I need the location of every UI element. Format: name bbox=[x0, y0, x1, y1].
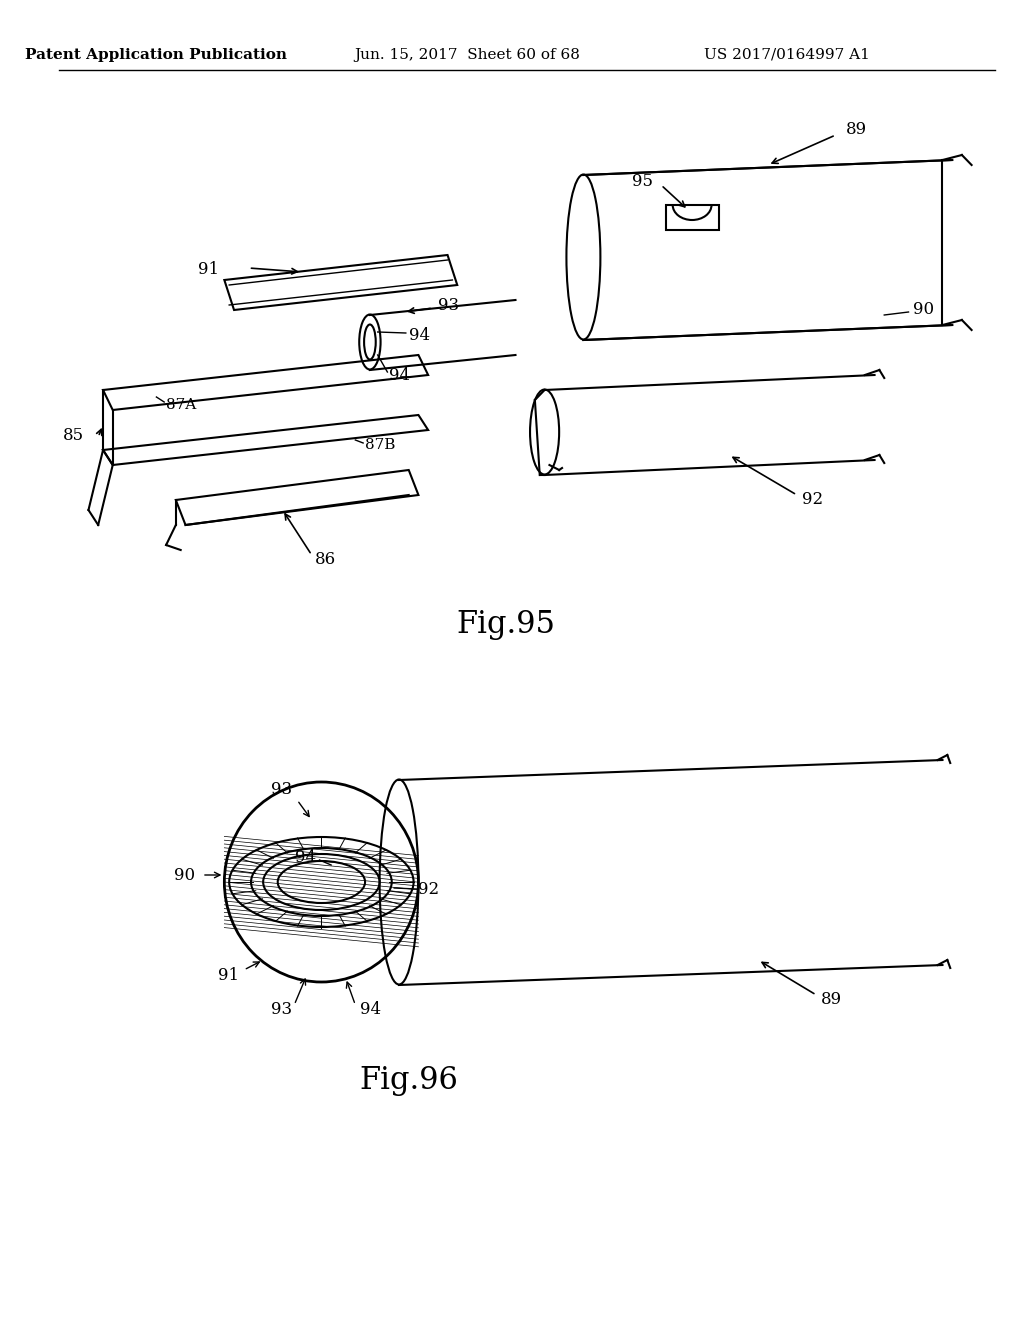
Ellipse shape bbox=[278, 861, 366, 903]
Text: 91: 91 bbox=[218, 966, 239, 983]
Text: 94: 94 bbox=[295, 850, 316, 866]
Text: 86: 86 bbox=[314, 552, 336, 569]
Text: 91: 91 bbox=[199, 261, 219, 279]
Text: 92: 92 bbox=[419, 882, 439, 899]
Text: Patent Application Publication: Patent Application Publication bbox=[26, 48, 288, 62]
Text: 95: 95 bbox=[632, 173, 653, 190]
Text: Jun. 15, 2017  Sheet 60 of 68: Jun. 15, 2017 Sheet 60 of 68 bbox=[354, 48, 580, 62]
Text: Fig.95: Fig.95 bbox=[457, 610, 555, 640]
Text: US 2017/0164997 A1: US 2017/0164997 A1 bbox=[705, 48, 870, 62]
Text: 93: 93 bbox=[271, 1002, 292, 1019]
Text: 93: 93 bbox=[438, 297, 459, 314]
Text: 94: 94 bbox=[389, 367, 411, 384]
Text: 89: 89 bbox=[821, 991, 843, 1008]
Text: 87B: 87B bbox=[366, 438, 395, 451]
Text: Fig.96: Fig.96 bbox=[359, 1064, 458, 1096]
Text: 89: 89 bbox=[846, 121, 866, 139]
Text: 93: 93 bbox=[271, 781, 292, 799]
Text: 94: 94 bbox=[360, 1002, 381, 1019]
Text: 92: 92 bbox=[802, 491, 823, 508]
Text: 87A: 87A bbox=[166, 399, 197, 412]
Text: 90: 90 bbox=[174, 866, 196, 883]
Text: 85: 85 bbox=[62, 426, 84, 444]
Text: 94: 94 bbox=[409, 326, 430, 343]
Text: 90: 90 bbox=[913, 301, 935, 318]
